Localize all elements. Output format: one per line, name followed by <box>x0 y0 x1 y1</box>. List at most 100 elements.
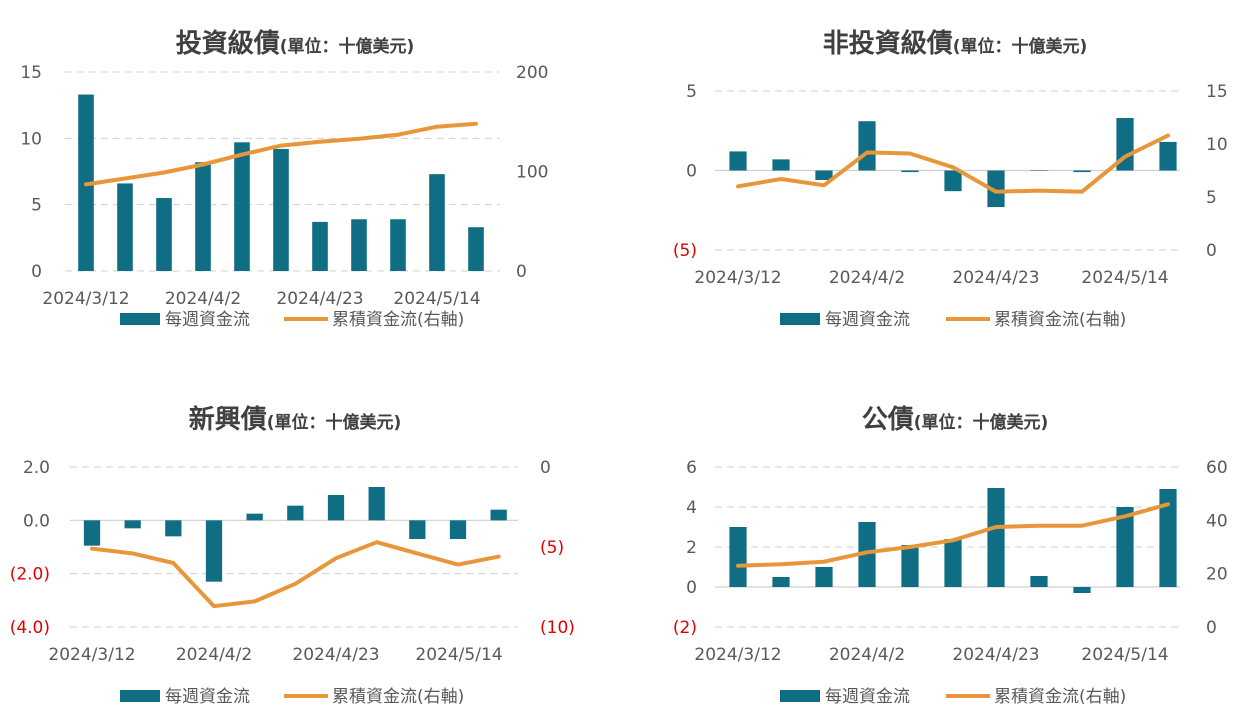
y-left-tick-label: 4 <box>686 498 697 518</box>
legend-line-label: 累積資金流(右軸) <box>994 310 1126 330</box>
x-tick-label: 2024/4/23 <box>276 289 363 309</box>
weekly-flow-bar <box>1116 118 1134 171</box>
y-left-tick-label: (2.0) <box>10 565 50 585</box>
chart-title-unit: (單位：十億美元) <box>953 36 1088 57</box>
y-left-tick-label: 5 <box>686 82 697 102</box>
chart-title: 投資級債(單位：十億美元) <box>176 28 415 59</box>
legend: 每週資金流 累積資金流(右軸) <box>780 310 1126 330</box>
legend: 每週資金流 累積資金流(右軸) <box>120 687 464 707</box>
chart-title-main: 新興債 <box>189 404 267 435</box>
weekly-flow-bar <box>449 520 467 539</box>
weekly-flow-bar <box>234 142 250 271</box>
y-left-tick-label: 10 <box>20 129 42 149</box>
cumulative-flow-line <box>736 502 1170 568</box>
chart-title-main: 投資級債 <box>176 28 280 59</box>
weekly-flow-bar <box>772 577 790 587</box>
weekly-flow-bar <box>901 170 919 173</box>
legend-bar-swatch <box>780 690 820 702</box>
x-tick-label: 2024/4/23 <box>292 645 379 665</box>
y-left-tick-label: 2 <box>686 538 697 558</box>
y-left-tick-label: (4.0) <box>10 618 50 638</box>
weekly-flow-bar <box>312 221 328 271</box>
x-tick-label: 2024/4/2 <box>176 645 252 665</box>
weekly-flow-bar <box>327 495 345 521</box>
weekly-flow-bar <box>901 545 919 587</box>
weekly-flow-bar <box>490 509 507 521</box>
legend-bar-swatch <box>120 690 160 702</box>
legend-bar-label: 每週資金流 <box>825 310 910 330</box>
weekly-flow-bar <box>772 159 790 171</box>
weekly-flow-bar <box>1159 489 1177 587</box>
x-tick-label: 2024/3/12 <box>694 268 781 288</box>
x-tick-label: 2024/5/14 <box>1081 268 1168 288</box>
y-right-tick-label: 0 <box>540 458 551 478</box>
y-right-tick-label: (5) <box>540 538 564 558</box>
x-tick-label: 2024/3/12 <box>42 289 129 309</box>
weekly-flow-bar <box>729 527 747 587</box>
legend-line-label: 累積資金流(右軸) <box>332 310 464 330</box>
weekly-flow-bar <box>246 513 263 521</box>
weekly-flow-bar <box>1116 507 1134 587</box>
weekly-flow-bar <box>987 170 1005 208</box>
chart-title-unit: (單位：十億美元) <box>267 412 402 433</box>
weekly-flow-bar <box>165 520 182 537</box>
y-right-tick-label: 40 <box>1206 511 1228 531</box>
x-tick-label: 2024/4/2 <box>829 268 905 288</box>
weekly-flow-bar <box>944 170 962 192</box>
y-left-tick-label: 0 <box>686 162 697 182</box>
chart-panel-3: 新興債(單位：十億美元) (4.0) (2.0) 0.0 2.0 (10) (5) 0 2024… <box>10 404 575 707</box>
weekly-flow-bar <box>287 505 304 521</box>
y-left-tick-label: 0 <box>31 262 42 282</box>
chart-title-unit: (單位：十億美元) <box>914 412 1049 433</box>
legend-bar-label: 每週資金流 <box>165 310 250 330</box>
chart-title: 非投資級債(單位：十億美元) <box>823 28 1088 59</box>
y-right-tick-label: 100 <box>516 163 548 183</box>
legend-bar-label: 每週資金流 <box>165 687 250 707</box>
y-right-tick-label: 60 <box>1206 458 1228 478</box>
y-left-tick-label: (5) <box>673 241 697 261</box>
legend: 每週資金流 累積資金流(右軸) <box>120 310 464 330</box>
x-tick-label: 2024/5/14 <box>393 289 480 309</box>
weekly-flow-bar <box>117 183 133 271</box>
weekly-flow-bar <box>409 520 426 539</box>
y-right-tick-label: 0 <box>1206 241 1217 261</box>
y-left-tick-label: (2) <box>673 618 697 638</box>
y-right-tick-label: (10) <box>540 618 575 638</box>
weekly-flow-bar <box>205 520 223 582</box>
chart-title: 新興債(單位：十億美元) <box>189 404 402 435</box>
y-right-tick-label: 10 <box>1206 135 1228 155</box>
weekly-flow-bar <box>1159 141 1177 171</box>
y-left-tick-label: 15 <box>20 63 42 83</box>
weekly-flow-bar <box>429 174 445 271</box>
legend-bar-swatch <box>780 313 820 325</box>
x-tick-label: 2024/5/14 <box>415 645 502 665</box>
chart-title-main: 公債 <box>862 405 914 435</box>
weekly-flow-bar <box>858 121 876 171</box>
x-tick-label: 2024/3/12 <box>48 645 135 665</box>
weekly-flow-bar <box>351 219 367 271</box>
cumulative-flow-line <box>90 540 501 609</box>
weekly-flow-bar <box>195 162 211 271</box>
y-left-tick-label: 2.0 <box>23 458 50 478</box>
y-right-tick-label: 20 <box>1206 565 1228 585</box>
y-right-tick-label: 15 <box>1206 82 1228 102</box>
legend: 每週資金流 累積資金流(右軸) <box>780 687 1126 707</box>
cumulative-flow-line <box>736 133 1170 194</box>
legend-bar-swatch <box>120 313 160 325</box>
weekly-flow-bar <box>124 520 141 529</box>
y-left-tick-label: 5 <box>31 196 42 216</box>
weekly-flow-bar <box>815 567 833 587</box>
x-tick-label: 2024/5/14 <box>1081 645 1168 665</box>
weekly-flow-bar <box>944 539 962 587</box>
legend-line-label: 累積資金流(右軸) <box>994 687 1126 707</box>
chart-panel-1: 投資級債(單位：十億美元) 0 5 10 15 0 100 200 2024/3/12 2024/… <box>20 28 548 330</box>
weekly-flow-bar <box>858 522 876 587</box>
y-left-tick-label: 0.0 <box>23 511 50 531</box>
weekly-flow-bar <box>729 151 747 171</box>
x-tick-label: 2024/4/2 <box>829 645 905 665</box>
weekly-flow-bar <box>273 148 289 271</box>
weekly-flow-bar <box>390 219 406 271</box>
